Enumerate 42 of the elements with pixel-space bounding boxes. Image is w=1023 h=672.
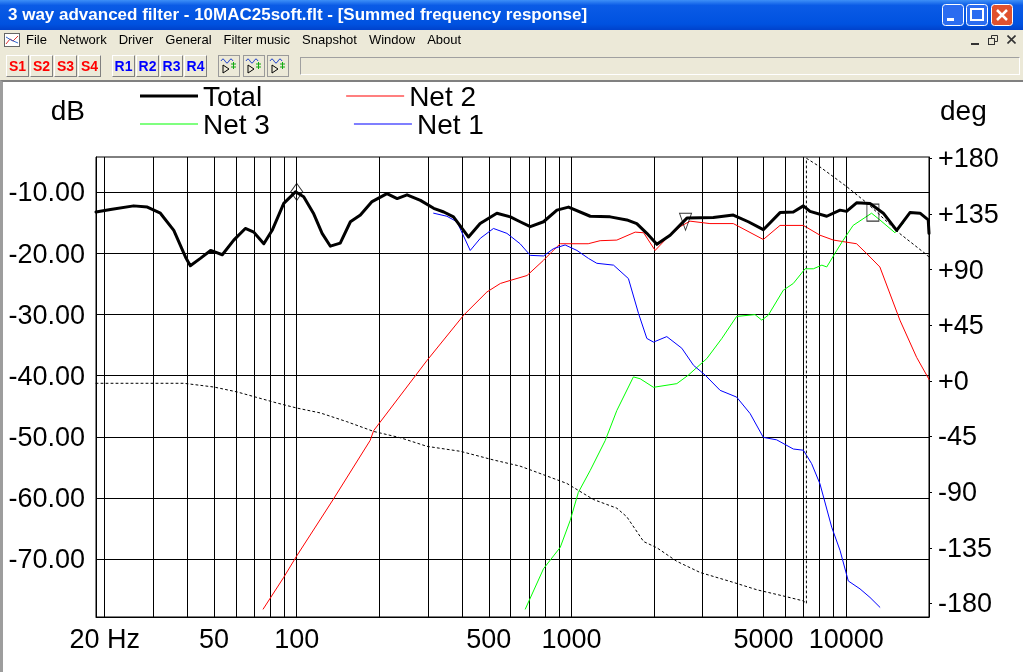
chart-title: 3 way advanced filter - 10MAC25soft.flt - [Summed frequency response] [8,5,588,25]
x-tick-label: 100 [274,623,320,654]
y2-tick-label: +180 [938,143,999,174]
toolbar-button: S1 [6,55,29,77]
x-tick-label: 500 [466,623,512,654]
toolbar-button: S3 [54,55,77,77]
text: About [426,32,463,47]
text: File [25,32,48,47]
toolbar-button: S4 [78,55,101,77]
y-tick-label: -60.00 [8,482,85,513]
y-tick-label: -10.00 [8,177,85,208]
text: Filter music [222,32,291,47]
y2-tick-label: +45 [938,310,984,341]
y-tick-label: -20.00 [8,238,85,269]
toolbar-button: R1 [112,55,135,77]
text: General [164,32,213,47]
y2-tick-label: -45 [938,421,978,452]
y2-tick-label: +90 [938,254,984,285]
x-tick-label: 1000 [541,623,602,654]
toolbar-button: R4 [184,55,207,77]
toolbar-button: R2 [136,55,159,77]
y-tick-label: -70.00 [8,543,85,574]
text: Network [57,32,108,47]
y2-tick-label: +0 [938,365,969,396]
text: Snapshot [301,32,358,47]
y2-axis-title: deg [940,94,987,126]
y2-tick-label: -180 [938,588,993,619]
x-tick-label: 5000 [733,623,794,654]
x-tick-label: 50 [198,623,230,654]
y-tick-label: -30.00 [8,299,85,330]
y-tick-label: -50.00 [8,421,85,452]
x-tick-label: 10000 [808,623,884,654]
x-tick-label: 20 Hz [69,623,140,654]
text: Driver [117,32,155,47]
toolbar-button: S2 [30,55,53,77]
y-axis-title: dB [50,94,85,126]
y2-tick-label: -90 [938,477,978,508]
text: Window [367,32,417,47]
y-tick-label: -40.00 [8,360,85,391]
y2-tick-label: -135 [938,532,993,563]
y2-tick-label: +135 [938,198,999,229]
toolbar-button: R3 [160,55,183,77]
